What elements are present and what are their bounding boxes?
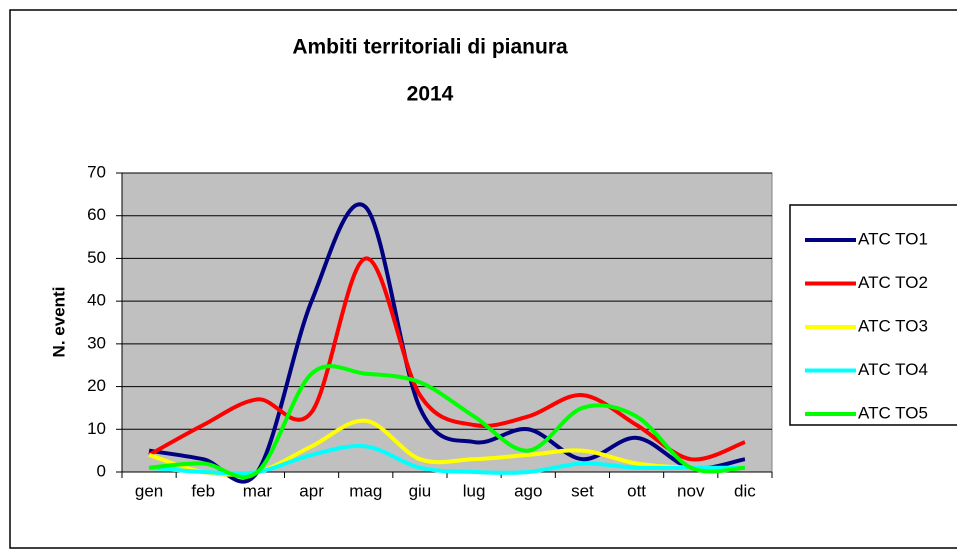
series-line — [148, 256, 746, 462]
legend-label: ATC TO4 — [858, 360, 928, 379]
y-tick-label: 30 — [87, 333, 106, 352]
x-tick-label: mag — [349, 481, 382, 500]
x-tick-label: mar — [243, 481, 273, 500]
series-line — [148, 443, 745, 476]
y-axis-title: N. eventi — [49, 287, 68, 358]
chart-subtitle: 2014 — [407, 83, 454, 106]
x-tick-label: dic — [734, 481, 756, 500]
x-tick-label: set — [571, 481, 594, 500]
legend-label: ATC TO1 — [858, 229, 928, 248]
legend-label: ATC TO5 — [858, 403, 928, 422]
x-tick-label: feb — [191, 481, 215, 500]
y-tick-label: 0 — [97, 461, 106, 480]
x-tick-label: ago — [514, 481, 542, 500]
chart-title: Ambiti territoriali di pianura — [292, 36, 568, 59]
x-tick-label: nov — [677, 481, 705, 500]
y-tick-label: 50 — [87, 248, 106, 267]
plot-area — [121, 172, 773, 473]
y-tick-label: 70 — [87, 162, 106, 181]
y-tick-label: 10 — [87, 419, 106, 438]
series-line — [148, 364, 746, 480]
x-tick-label: lug — [463, 481, 486, 500]
y-tick-label: 40 — [87, 291, 106, 310]
x-tick-label: giu — [409, 481, 432, 500]
y-tick-label: 60 — [87, 205, 106, 224]
legend-label: ATC TO3 — [858, 316, 928, 335]
x-tick-label: apr — [299, 481, 324, 500]
legend-label: ATC TO2 — [858, 273, 928, 292]
y-tick-label: 20 — [87, 376, 106, 395]
x-tick-label: gen — [135, 481, 163, 500]
x-tick-label: ott — [627, 481, 646, 500]
chart-border — [9, 9, 957, 549]
